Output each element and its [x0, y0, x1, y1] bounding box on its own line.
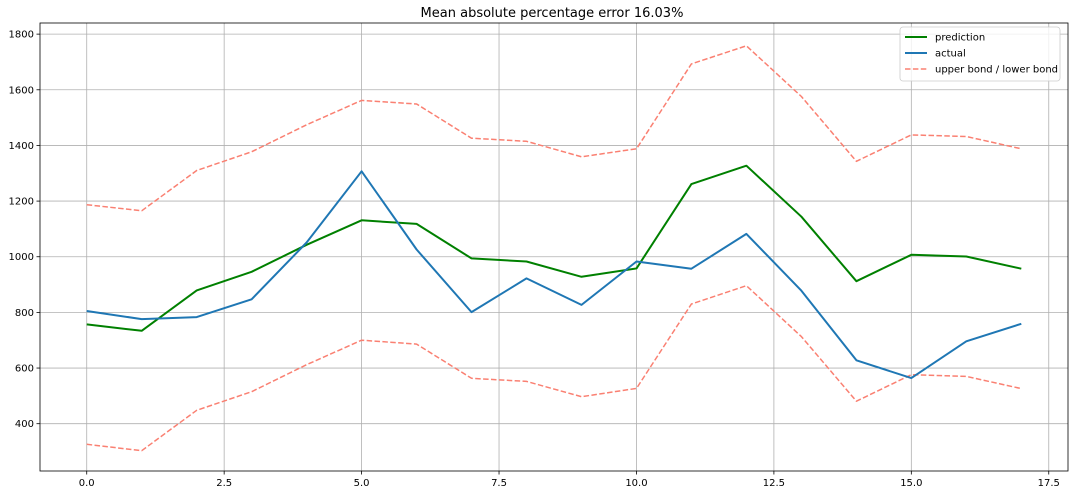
y-tick-label: 1200	[9, 197, 34, 208]
series-layer	[86, 45, 1022, 452]
x-tick-label: 7.5	[491, 478, 507, 489]
y-tick-label: 600	[15, 364, 34, 375]
legend-label: prediction	[935, 33, 985, 44]
series-line-upper-bond-lower-bond	[86, 45, 1022, 212]
plot-frame	[39, 22, 1069, 472]
y-tick-label: 1000	[9, 252, 34, 263]
x-tick-label: 0.0	[79, 478, 95, 489]
legend: prediction actual upper bond / lower bond	[899, 26, 1061, 82]
x-tick-label: 15.0	[900, 478, 922, 489]
y-tick-label: 800	[15, 308, 34, 319]
legend-label: actual	[935, 49, 966, 60]
legend-box	[899, 26, 1061, 82]
axis-ticks: 0.0 2.5 5.0 7.5 10.0 12.5 15.0 17.5 400 600 800 100…	[9, 30, 1060, 489]
x-tick-label: 17.5	[1038, 478, 1060, 489]
grid	[40, 23, 1068, 471]
series-line-actual	[86, 170, 1022, 380]
y-tick-label: 1800	[9, 30, 34, 41]
x-tick-label: 2.5	[216, 478, 232, 489]
y-tick-label: 1600	[9, 85, 34, 96]
x-tick-label: 10.0	[625, 478, 647, 489]
y-tick-label: 400	[15, 419, 34, 430]
x-tick-label: 5.0	[354, 478, 370, 489]
y-tick-label: 1400	[9, 141, 34, 152]
chart-title: Mean absolute percentage error 16.03%	[421, 6, 684, 21]
series-line-lower-bond	[86, 284, 1022, 452]
x-tick-label: 12.5	[763, 478, 785, 489]
series-line-prediction	[86, 164, 1022, 332]
legend-label: upper bond / lower bond	[935, 65, 1058, 76]
